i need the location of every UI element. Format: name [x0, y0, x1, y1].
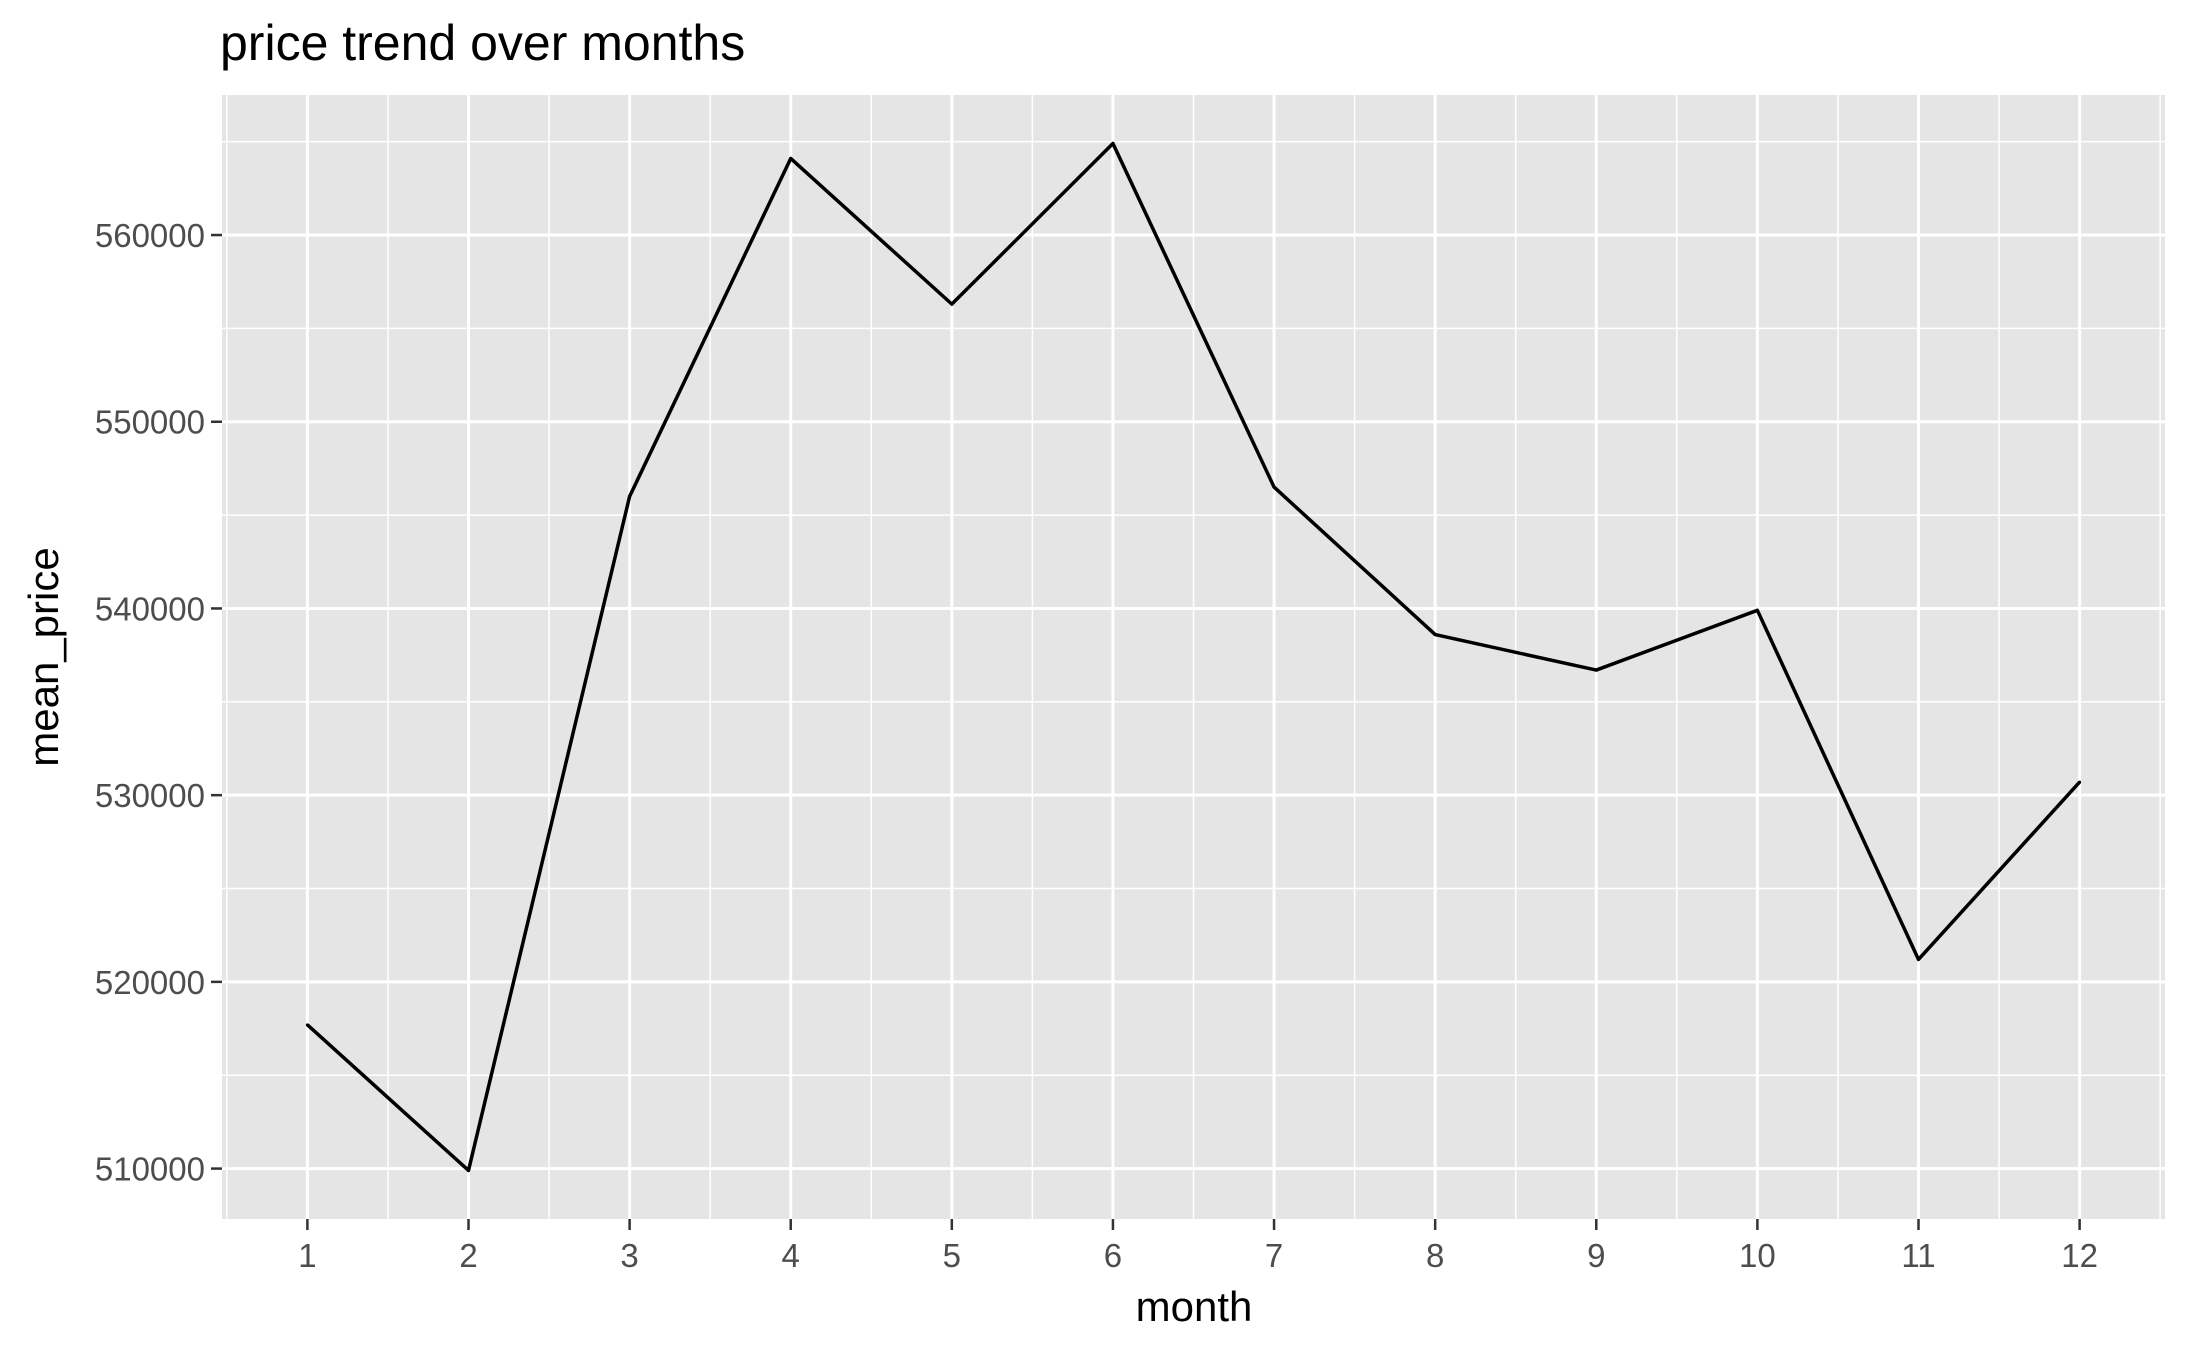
x-axis: 1 2 3 4 5 6 7 8 9 10 11 12 — [298, 1219, 2098, 1274]
x-tick-label: 5 — [943, 1237, 961, 1274]
x-tick-label: 12 — [2061, 1237, 2098, 1274]
x-tick-label: 10 — [1739, 1237, 1776, 1274]
x-axis-title: month — [1136, 1283, 1253, 1330]
y-tick-label: 510000 — [95, 1151, 205, 1188]
y-axis: 510000 520000 530000 540000 550000 560000 — [95, 217, 222, 1188]
data-point — [305, 1023, 309, 1027]
y-tick-label: 560000 — [95, 217, 205, 254]
x-tick-label: 7 — [1265, 1237, 1283, 1274]
y-tick-label: 520000 — [95, 964, 205, 1001]
data-point — [1755, 608, 1759, 612]
series-layer — [305, 141, 2082, 1173]
minor-gridlines — [222, 95, 2165, 1219]
y-tick-label: 540000 — [95, 590, 205, 627]
y-tick-label: 530000 — [95, 777, 205, 814]
data-point — [950, 302, 954, 306]
x-tick-label: 2 — [459, 1237, 477, 1274]
data-point — [1917, 957, 1920, 961]
series-line — [306, 141, 2081, 1173]
data-point — [2078, 780, 2082, 784]
y-tick-label: 550000 — [95, 404, 205, 441]
data-point — [467, 1168, 470, 1172]
x-tick-label: 8 — [1426, 1237, 1444, 1274]
data-point — [1111, 142, 1115, 146]
y-axis-title: mean_price — [20, 547, 67, 766]
data-point — [1594, 668, 1598, 672]
x-tick-label: 4 — [782, 1237, 800, 1274]
data-point — [1433, 633, 1437, 637]
major-gridlines — [222, 95, 2165, 1219]
x-tick-label: 9 — [1587, 1237, 1605, 1274]
data-point — [1272, 485, 1276, 489]
chart-title: price trend over months — [220, 15, 745, 71]
x-tick-label: 6 — [1104, 1237, 1122, 1274]
data-point — [628, 494, 632, 498]
x-tick-label: 1 — [298, 1237, 316, 1274]
data-point — [789, 156, 793, 160]
x-tick-label: 3 — [620, 1237, 638, 1274]
x-tick-label: 11 — [1901, 1237, 1935, 1274]
